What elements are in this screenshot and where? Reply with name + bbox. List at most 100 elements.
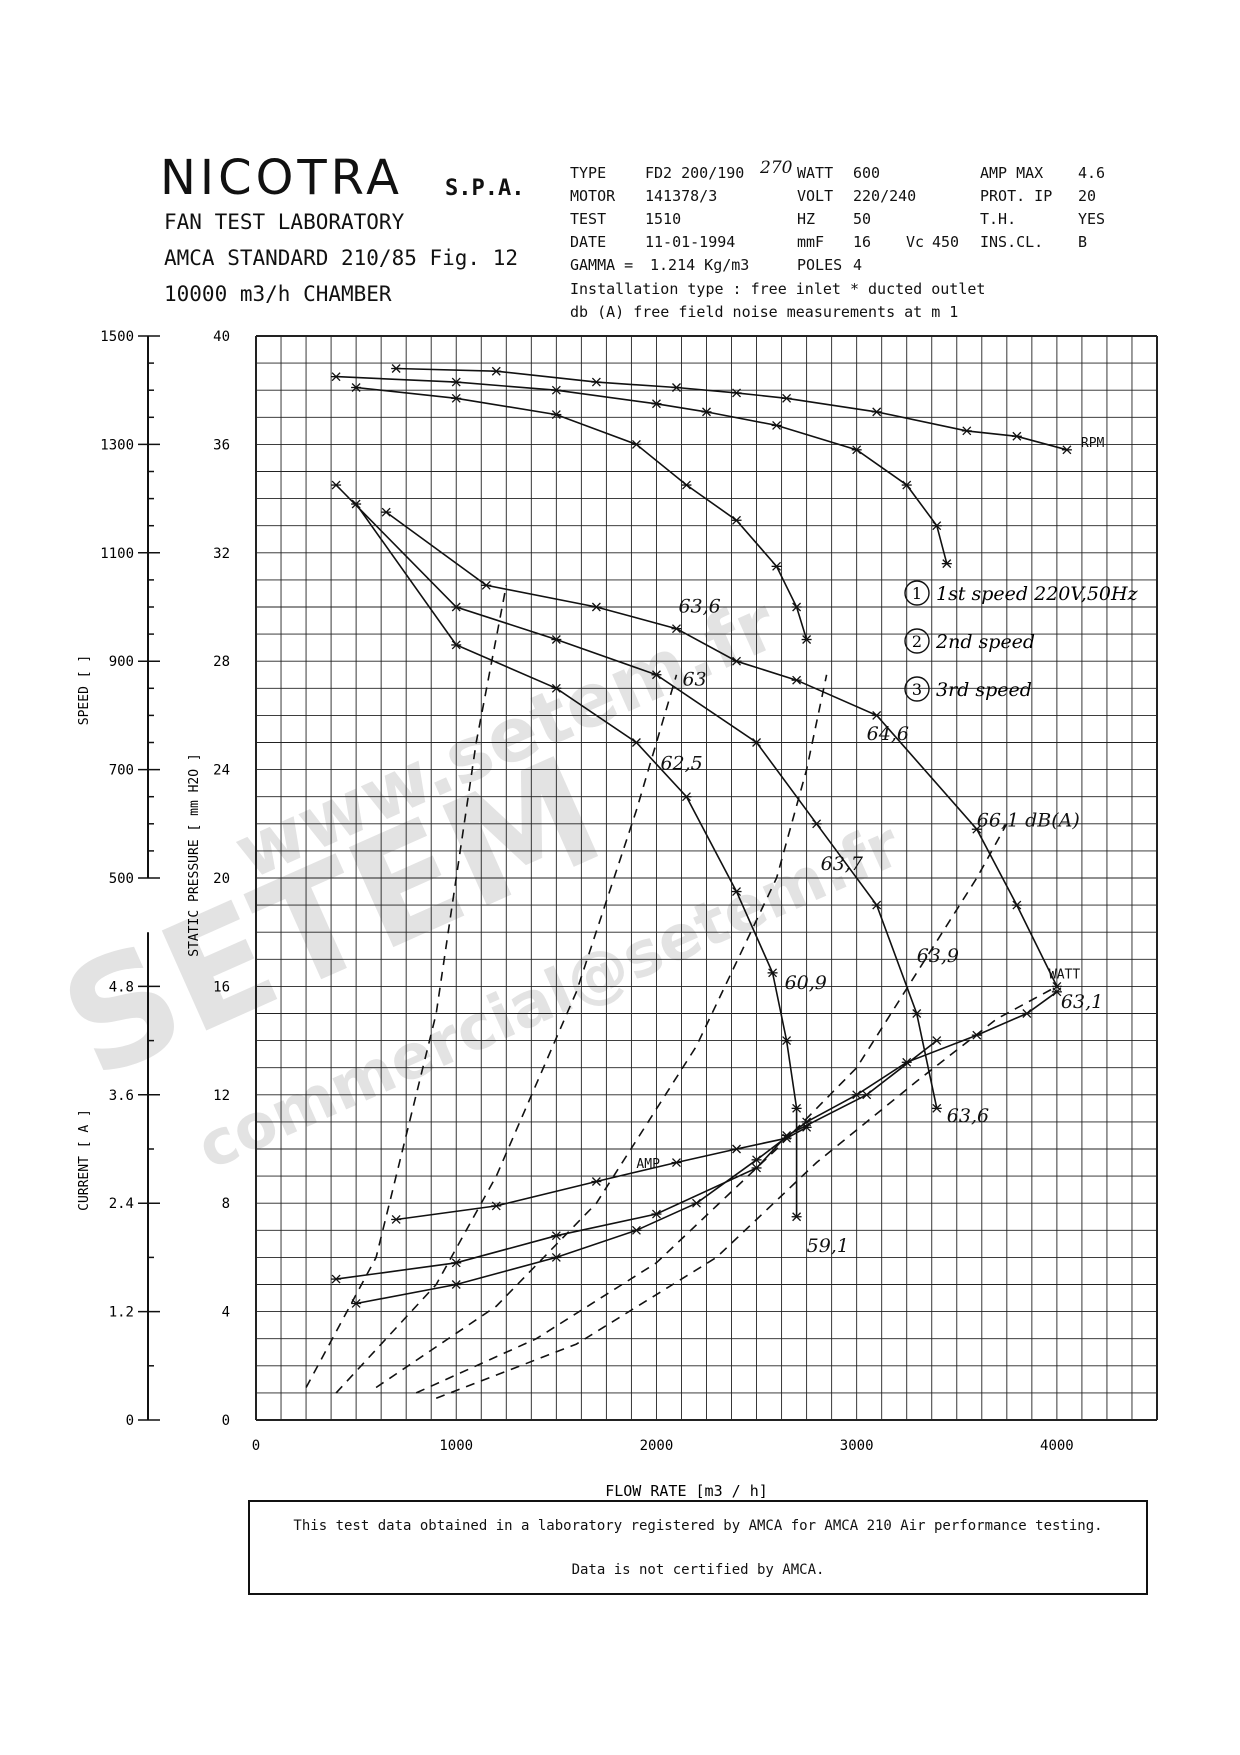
pressure-tick-label: 12	[213, 1088, 230, 1104]
speed-tick-label: 1100	[100, 546, 134, 562]
spec-label-gamma: GAMMA =	[570, 256, 634, 274]
data-point	[451, 1280, 462, 1289]
data-point	[751, 738, 762, 747]
legend-entry: 2nd speed	[935, 631, 1035, 653]
brand-suffix: S.P.A.	[445, 176, 525, 201]
data-point-stroke	[902, 480, 912, 490]
data-point-stroke	[872, 407, 882, 417]
data-point	[651, 670, 662, 680]
spec-value-volt: 220/240	[853, 187, 917, 205]
data-point	[651, 1209, 662, 1219]
data-point	[1051, 987, 1062, 997]
pressure-tick-label: 24	[213, 763, 230, 779]
data-point-stroke	[792, 675, 802, 685]
data-point-stroke	[792, 1212, 802, 1222]
data-point-stroke	[381, 507, 391, 517]
lab-line-3: 10000 m3/h CHAMBER	[164, 282, 392, 306]
chart-annotation: 63,6	[947, 1105, 989, 1127]
legend-marker-number: 1	[912, 584, 922, 603]
data-point	[691, 1198, 702, 1208]
data-point-stroke	[551, 385, 561, 395]
data-point	[391, 1215, 402, 1224]
data-point	[331, 480, 342, 490]
data-point	[901, 480, 912, 490]
pressure-tick-label: 8	[222, 1196, 230, 1212]
data-point-stroke	[591, 1177, 601, 1186]
data-point-stroke	[702, 407, 711, 417]
data-point	[671, 1158, 682, 1168]
data-point	[767, 968, 778, 978]
chart-annotation: RPM	[1081, 436, 1105, 451]
data-point-stroke	[942, 559, 952, 569]
data-point	[351, 499, 362, 509]
data-point-stroke	[1012, 431, 1022, 441]
series-line-9	[355, 991, 1058, 1305]
data-point	[931, 1103, 942, 1113]
data-point	[1011, 431, 1022, 441]
spec-label-watt: WATT	[797, 164, 834, 182]
legend-marker-number: 3	[912, 680, 922, 699]
spec-value-mmf: 16	[853, 233, 872, 251]
data-point-stroke	[972, 824, 982, 834]
data-point	[931, 521, 942, 531]
legend-entry: 1st speed 220V,50Hz	[936, 583, 1139, 605]
data-point-stroke	[451, 1280, 461, 1289]
data-point-stroke	[768, 968, 778, 978]
spec-label-ins-cl: INS.CL.	[980, 233, 1044, 251]
chart-annotation: 59,1	[807, 1235, 849, 1257]
data-point	[961, 426, 972, 436]
pressure-tick-label: 0	[222, 1413, 230, 1429]
series-line-5	[336, 375, 948, 564]
data-point	[681, 480, 692, 490]
data-point-stroke	[1062, 445, 1072, 455]
data-point	[1061, 445, 1072, 455]
data-point-stroke	[551, 635, 561, 644]
data-point	[781, 1036, 792, 1046]
chart-annotation: 62,5	[660, 753, 702, 775]
data-point-stroke	[491, 366, 501, 376]
data-point-stroke	[451, 1258, 461, 1268]
lab-line-1: FAN TEST LABORATORY	[164, 210, 405, 234]
data-point-stroke	[351, 383, 361, 392]
current-axis-label: CURRENT [ A ]	[77, 1109, 92, 1211]
data-point-stroke	[551, 410, 561, 420]
data-point	[591, 377, 602, 387]
current-tick-label: 2.4	[109, 1196, 134, 1212]
data-point	[851, 1090, 862, 1100]
data-point-stroke	[651, 1209, 661, 1219]
spec-label-date: DATE	[570, 233, 607, 251]
data-point-stroke	[752, 1155, 762, 1165]
handwritten-type: 270	[760, 158, 793, 178]
data-point-stroke	[631, 1225, 641, 1235]
data-point	[681, 792, 692, 802]
data-point-stroke	[782, 1036, 792, 1046]
data-point-stroke	[1022, 1009, 1032, 1018]
speed-tick-label: 700	[109, 763, 134, 779]
data-point	[731, 515, 742, 525]
data-point	[551, 1252, 562, 1262]
spec-label-volt: VOLT	[797, 187, 834, 205]
data-point-stroke	[1052, 987, 1062, 997]
data-point-stroke	[732, 887, 741, 897]
brand-name: NICOTRA	[160, 150, 403, 206]
data-point	[451, 393, 462, 403]
x-axis-label: FLOW RATE [m3 / h]	[605, 1482, 768, 1500]
data-point-stroke	[481, 580, 491, 590]
data-point-stroke	[491, 1201, 501, 1211]
data-point-stroke	[351, 499, 361, 509]
data-point-stroke	[351, 1299, 361, 1308]
data-point	[791, 602, 802, 612]
footer-note-box: This test data obtained in a laboratory …	[248, 1500, 1148, 1595]
chart-annotation: 64,6	[867, 723, 909, 745]
spec-label-mmf: mmF	[797, 233, 825, 251]
pressure-tick-label: 28	[213, 654, 230, 670]
data-point-stroke	[732, 1144, 741, 1154]
speed-tick-label: 1500	[100, 329, 134, 345]
data-point	[451, 602, 462, 612]
data-point	[551, 1231, 562, 1241]
data-point-stroke	[391, 1215, 401, 1224]
series-line-8	[335, 1039, 938, 1280]
data-point-stroke	[672, 1158, 681, 1168]
x-tick-label: 0	[252, 1438, 260, 1454]
